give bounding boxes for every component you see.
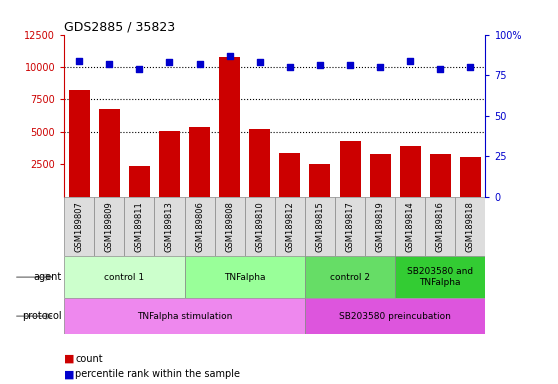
Bar	[159, 131, 180, 197]
Bar	[460, 157, 481, 197]
FancyBboxPatch shape	[305, 256, 395, 298]
Text: GSM189818: GSM189818	[466, 201, 475, 252]
Bar	[280, 153, 300, 197]
Text: GSM189806: GSM189806	[195, 201, 204, 252]
Bar	[310, 164, 330, 197]
Point	[466, 64, 475, 70]
Bar	[189, 127, 210, 197]
Text: control 2: control 2	[330, 273, 370, 281]
FancyBboxPatch shape	[185, 256, 305, 298]
Text: TNFalpha: TNFalpha	[224, 273, 266, 281]
FancyBboxPatch shape	[275, 197, 305, 256]
Point	[345, 62, 354, 68]
FancyBboxPatch shape	[395, 197, 425, 256]
Bar	[219, 56, 240, 197]
Point	[75, 58, 84, 64]
FancyBboxPatch shape	[305, 197, 335, 256]
Point	[376, 64, 384, 70]
Point	[105, 61, 114, 67]
FancyBboxPatch shape	[155, 197, 185, 256]
Point	[436, 66, 445, 72]
Text: GDS2885 / 35823: GDS2885 / 35823	[64, 20, 175, 33]
FancyBboxPatch shape	[215, 197, 245, 256]
Text: ■: ■	[64, 354, 75, 364]
FancyBboxPatch shape	[245, 197, 275, 256]
Text: agent: agent	[33, 272, 61, 282]
FancyBboxPatch shape	[64, 298, 305, 334]
FancyBboxPatch shape	[395, 256, 485, 298]
Text: protocol: protocol	[22, 311, 61, 321]
FancyBboxPatch shape	[365, 197, 395, 256]
Text: GSM189807: GSM189807	[75, 201, 84, 252]
Bar	[339, 141, 360, 197]
Text: ■: ■	[64, 369, 75, 379]
Text: TNFalpha stimulation: TNFalpha stimulation	[137, 312, 232, 321]
FancyBboxPatch shape	[185, 197, 215, 256]
FancyBboxPatch shape	[94, 197, 124, 256]
Text: SB203580 and
TNFalpha: SB203580 and TNFalpha	[407, 267, 473, 287]
Text: GSM189811: GSM189811	[135, 201, 144, 252]
Bar	[249, 129, 270, 197]
Point	[135, 66, 144, 72]
FancyBboxPatch shape	[335, 197, 365, 256]
FancyBboxPatch shape	[425, 197, 455, 256]
Text: control 1: control 1	[104, 273, 145, 281]
Text: GSM189815: GSM189815	[315, 201, 324, 252]
Text: GSM189816: GSM189816	[436, 201, 445, 252]
Text: GSM189819: GSM189819	[376, 201, 384, 252]
Text: GSM189809: GSM189809	[105, 201, 114, 252]
Text: percentile rank within the sample: percentile rank within the sample	[75, 369, 240, 379]
Text: SB203580 preincubation: SB203580 preincubation	[339, 312, 451, 321]
Point	[256, 59, 264, 65]
Text: GSM189813: GSM189813	[165, 201, 174, 252]
Text: GSM189812: GSM189812	[285, 201, 295, 252]
Text: GSM189808: GSM189808	[225, 201, 234, 252]
Point	[406, 58, 415, 64]
Text: GSM189810: GSM189810	[255, 201, 264, 252]
Point	[195, 61, 204, 67]
Point	[225, 53, 234, 59]
Bar	[129, 166, 150, 197]
Point	[165, 59, 174, 65]
FancyBboxPatch shape	[124, 197, 155, 256]
Bar	[400, 146, 421, 197]
Point	[315, 62, 324, 68]
Bar	[69, 90, 90, 197]
Text: GSM189814: GSM189814	[406, 201, 415, 252]
FancyBboxPatch shape	[64, 197, 94, 256]
Bar	[430, 154, 451, 197]
Point	[285, 64, 294, 70]
Text: count: count	[75, 354, 103, 364]
Text: GSM189817: GSM189817	[345, 201, 354, 252]
Bar	[369, 154, 391, 197]
Bar	[99, 109, 120, 197]
FancyBboxPatch shape	[64, 256, 185, 298]
FancyBboxPatch shape	[305, 298, 485, 334]
FancyBboxPatch shape	[455, 197, 485, 256]
